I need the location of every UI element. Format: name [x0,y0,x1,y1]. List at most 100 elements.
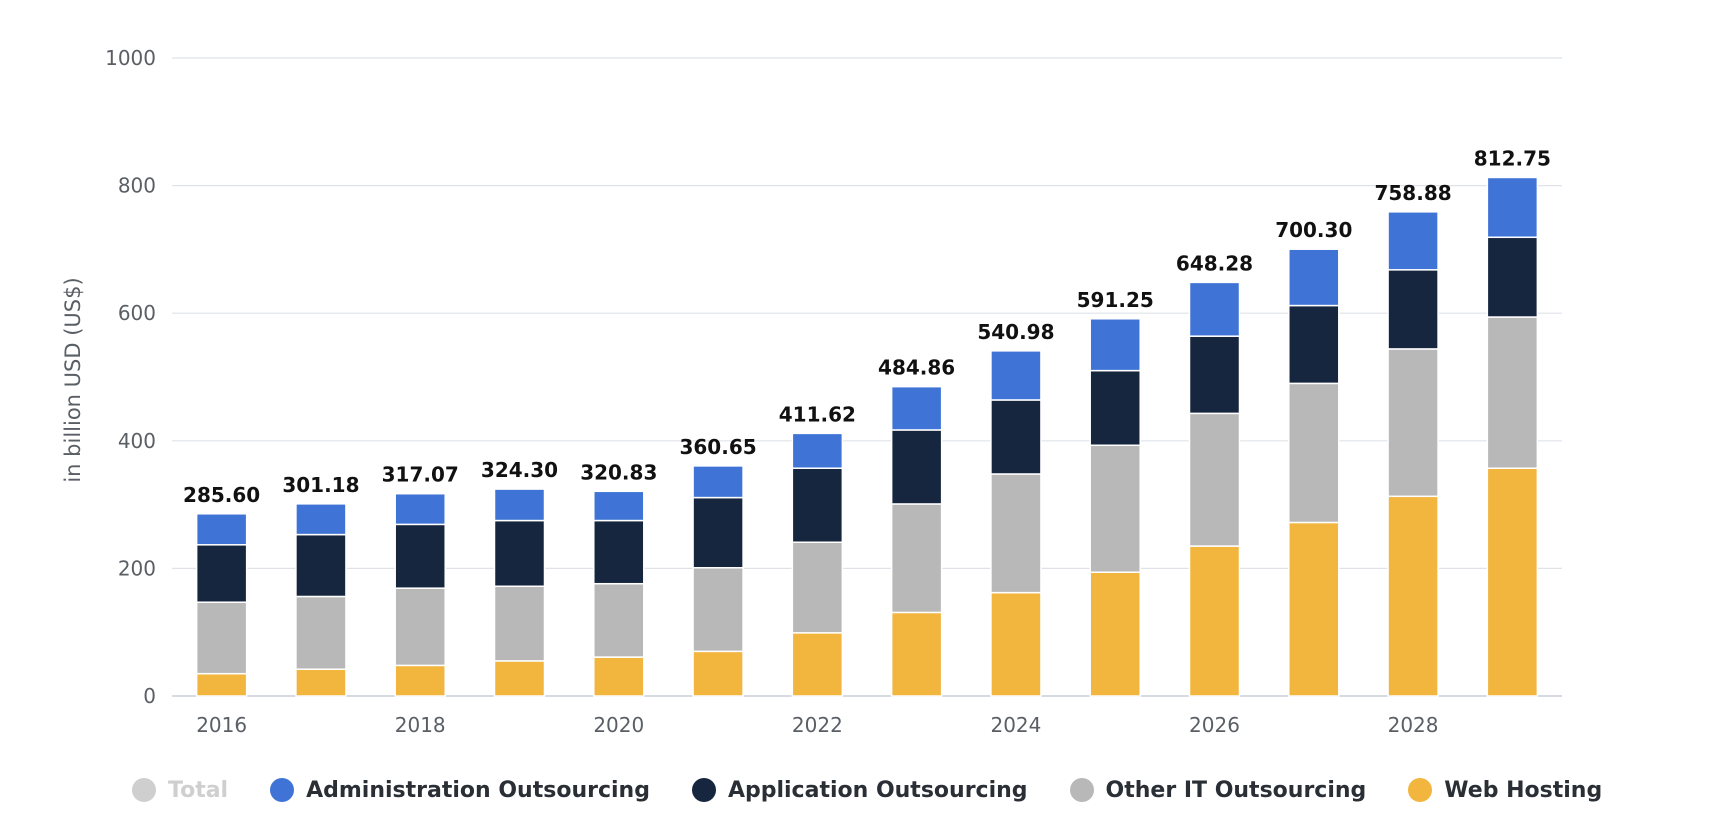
bar-application-outsourcing-2025 [1089,369,1141,447]
total-label-2024: 540.98 [977,320,1054,344]
bar-web-hosting-2028 [1387,495,1439,697]
bar-application-outsourcing-2024 [990,399,1042,475]
bar-application-outsourcing-2019 [493,519,546,588]
bar-application-outsourcing-2020 [593,519,645,585]
legend-marker-web-hosting [1408,778,1433,802]
x-axis-ticks: 2016 2018 2020 2022 2024 2026 2028 [196,713,1438,737]
legend-item-web-hosting[interactable]: Web Hosting [1408,778,1602,803]
bar-stack-2019 [493,488,546,697]
bar-other-it-outsourcing-2022 [791,541,844,634]
total-label-2027: 700.30 [1275,218,1352,242]
bar-stack-2028 [1387,211,1439,697]
bar-administration-outsourcing-2019 [493,488,546,522]
bar-stack-2027 [1288,248,1340,697]
bar-other-it-outsourcing-2027 [1288,382,1340,524]
y-tick-label-400: 400 [118,429,156,453]
x-tick-label-2028: 2028 [1388,713,1439,737]
bar-administration-outsourcing-2023 [890,385,943,431]
bar-application-outsourcing-2018 [394,523,446,589]
bar-application-outsourcing-2026 [1188,335,1241,415]
bar-stack-2022 [791,432,844,697]
total-label-2028: 758.88 [1374,181,1451,205]
bar-web-hosting-2019 [493,660,546,697]
legend-item-total[interactable]: Total [132,778,228,803]
stacked-bar-chart: 0 200 400 600 800 1000 in billion USD (US$) 2… [61,46,1562,737]
total-label-2016: 285.60 [183,483,260,507]
bar-other-it-outsourcing-2025 [1089,444,1141,573]
bar-stack-2021 [692,465,744,697]
bar-web-hosting-2020 [593,656,645,697]
y-tick-label-600: 600 [118,301,156,325]
bar-administration-outsourcing-2020 [593,490,645,522]
bar-administration-outsourcing-2027 [1288,248,1340,307]
bar-other-it-outsourcing-2018 [394,587,446,667]
legend: Total Administration Outsourcing Applica… [132,772,1644,808]
legend-marker-administration-outsourcing [270,778,295,802]
legend-marker-application-outsourcing [691,778,716,802]
bar-web-hosting-2016 [195,672,248,697]
bar-application-outsourcing-2017 [295,533,347,598]
total-label-2022: 411.62 [779,402,856,426]
bar-administration-outsourcing-2024 [990,350,1042,401]
bar-stack-2029 [1486,176,1539,697]
total-label-2019: 324.30 [481,458,558,482]
legend-item-other-it-outsourcing[interactable]: Other IT Outsourcing [1069,777,1367,803]
bar-other-it-outsourcing-2028 [1387,348,1439,498]
bar-other-it-outsourcing-2023 [890,503,943,614]
total-label-2018: 317.07 [382,463,459,487]
bar-application-outsourcing-2027 [1288,304,1340,385]
total-label-2026: 648.28 [1176,251,1253,275]
bar-stack-2018 [394,492,446,697]
bar-administration-outsourcing-2025 [1089,318,1141,372]
x-tick-label-2022: 2022 [792,713,843,737]
legend-item-application-outsourcing[interactable]: Application Outsourcing [691,777,1028,803]
total-label-2021: 360.65 [679,435,756,459]
y-tick-label-1000: 1000 [105,46,156,70]
total-label-2023: 484.86 [878,356,955,380]
bar-stack-2024 [990,350,1042,697]
bar-web-hosting-2029 [1486,467,1539,697]
bar-other-it-outsourcing-2019 [493,585,546,662]
bar-web-hosting-2021 [692,650,744,697]
bar-other-it-outsourcing-2020 [593,582,645,658]
total-label-2025: 591.25 [1077,288,1154,312]
bar-other-it-outsourcing-2026 [1188,412,1241,547]
bar-stack-2026 [1188,281,1241,697]
total-label-2020: 320.83 [580,460,657,484]
bar-administration-outsourcing-2029 [1486,176,1539,239]
bar-administration-outsourcing-2028 [1387,211,1439,271]
bar-application-outsourcing-2016 [195,544,248,603]
x-tick-label-2016: 2016 [196,713,247,737]
bar-administration-outsourcing-2016 [195,513,248,546]
legend-label-application-outsourcing: Application Outsourcing [727,777,1028,803]
legend-label-total: Total [168,777,229,803]
bar-application-outsourcing-2023 [890,429,943,505]
bar-other-it-outsourcing-2021 [692,567,744,653]
total-label-2017: 301.18 [282,473,359,497]
gridlines [172,57,1562,697]
bar-stack-2020 [593,490,645,697]
x-tick-label-2024: 2024 [990,713,1041,737]
legend-item-administration-outsourcing[interactable]: Administration Outsourcing [270,778,650,803]
legend-marker-other-it-outsourcing [1069,778,1094,802]
bar-other-it-outsourcing-2017 [295,595,347,670]
bar-administration-outsourcing-2026 [1188,281,1241,337]
bar-application-outsourcing-2028 [1387,269,1439,350]
x-tick-label-2020: 2020 [593,713,644,737]
bar-web-hosting-2017 [295,668,347,697]
bar-web-hosting-2024 [990,591,1042,697]
bar-other-it-outsourcing-2029 [1486,316,1539,469]
x-tick-label-2026: 2026 [1189,713,1240,737]
bar-stack-2016 [195,513,248,697]
bar-stack-2025 [1089,318,1141,697]
legend-marker-total [132,778,156,802]
y-tick-label-200: 200 [118,556,156,580]
x-tick-label-2018: 2018 [395,713,446,737]
bar-application-outsourcing-2029 [1486,236,1539,318]
bar-web-hosting-2018 [394,664,446,697]
bar-web-hosting-2027 [1288,521,1340,697]
bar-stack-2023 [890,385,943,697]
bar-stack-2017 [295,503,347,697]
legend-label-other-it-outsourcing: Other IT Outsourcing [1105,777,1367,803]
bar-web-hosting-2022 [791,632,844,697]
